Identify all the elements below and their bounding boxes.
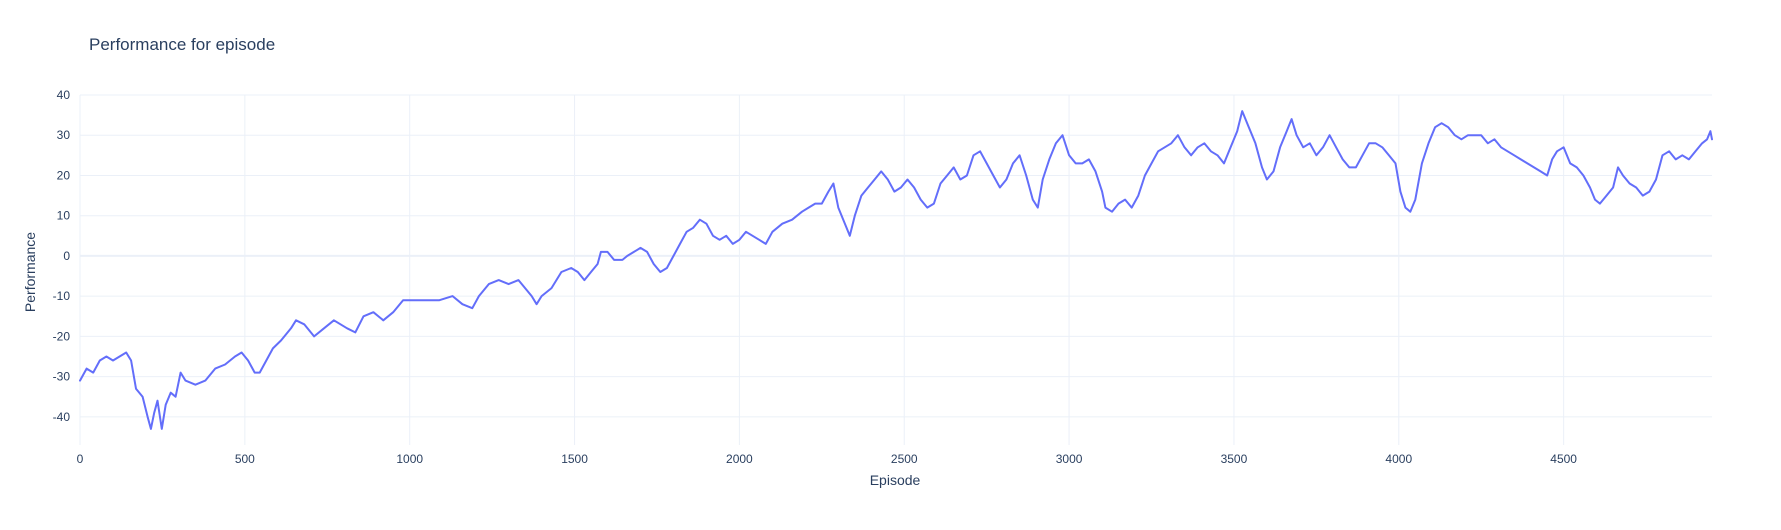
- y-tick-label: -10: [53, 289, 71, 303]
- grid-layer: [79, 94, 1712, 445]
- y-tick-label: 20: [57, 168, 71, 182]
- x-tick-label: 4500: [1550, 452, 1577, 466]
- x-tick-label: 2000: [726, 452, 753, 466]
- x-tick-label: 1500: [561, 452, 588, 466]
- chart-title: Performance for episode: [89, 35, 275, 54]
- y-axis-title: Performance: [22, 232, 38, 312]
- x-tick-label: 1000: [396, 452, 423, 466]
- series-layer: [79, 110, 1713, 430]
- y-tick-label: -30: [53, 370, 71, 384]
- y-tick-label: 10: [57, 209, 71, 223]
- tick-layer: 0 500 1000 1500 2000 2500 3000 3500 4000 4500 -40 -…: [53, 88, 1578, 466]
- x-axis-title: Episode: [870, 472, 921, 488]
- y-tick-label: 40: [57, 88, 71, 102]
- y-tick-label: 30: [57, 128, 71, 142]
- x-tick-label: 4000: [1385, 452, 1412, 466]
- x-tick-label: 3500: [1221, 452, 1248, 466]
- y-tick-label: -40: [53, 410, 71, 424]
- x-tick-label: 500: [235, 452, 255, 466]
- x-tick-label: 0: [77, 452, 84, 466]
- x-tick-label: 2500: [891, 452, 918, 466]
- y-tick-label: -20: [53, 329, 71, 343]
- series-line: [79, 110, 1713, 430]
- x-tick-label: 3000: [1056, 452, 1083, 466]
- y-tick-label: 0: [63, 249, 70, 263]
